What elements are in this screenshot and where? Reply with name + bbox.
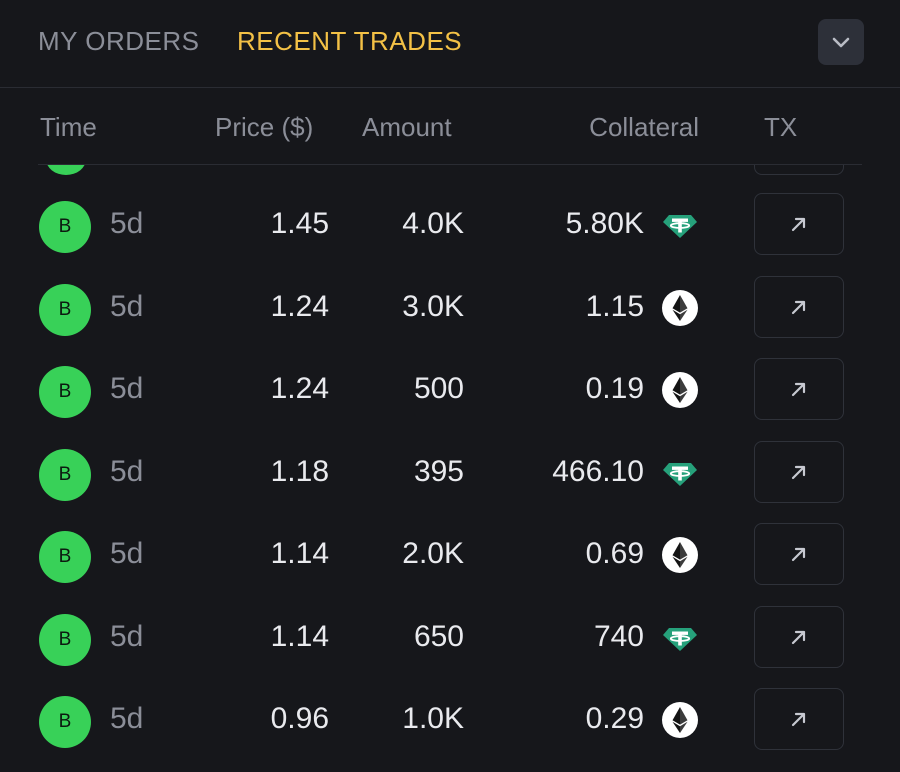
tx-link-button[interactable] bbox=[754, 523, 844, 585]
trade-time: 5d bbox=[110, 289, 144, 323]
trade-price: 1.14 bbox=[270, 537, 329, 570]
trade-collateral: 5.80K bbox=[565, 207, 644, 240]
trade-price: 1.24 bbox=[270, 289, 329, 323]
tab-recent-trades[interactable]: RECENT TRADES bbox=[237, 26, 463, 56]
column-header-time: Time bbox=[40, 112, 97, 142]
trade-price: 0.96 bbox=[270, 702, 329, 735]
buy-badge: B bbox=[39, 283, 91, 336]
column-header-amount: Amount bbox=[362, 112, 452, 142]
buy-badge: B bbox=[39, 366, 91, 418]
buy-badge: B bbox=[39, 531, 91, 583]
trade-time: 5d bbox=[110, 619, 144, 653]
external-link-icon bbox=[788, 626, 810, 648]
buy-badge: B bbox=[39, 448, 91, 501]
trade-time: 5d bbox=[110, 702, 144, 735]
external-link-icon bbox=[788, 461, 810, 483]
trade-row: B 5d 1.24 500 0.19 bbox=[0, 330, 900, 420]
table-header: Time Price ($) Amount Collateral TX bbox=[0, 88, 900, 164]
tab-my-orders[interactable]: MY ORDERS bbox=[38, 26, 200, 56]
column-header-price: Price ($) bbox=[215, 112, 314, 142]
tab-bar: MY ORDERS RECENT TRADES bbox=[0, 0, 900, 88]
trade-collateral: 0.69 bbox=[585, 537, 644, 570]
ethereum-icon bbox=[662, 537, 698, 573]
trade-price: 1.14 bbox=[270, 619, 329, 653]
trade-amount: 650 bbox=[413, 619, 464, 653]
trade-row: B 5d 1.24 3.0K 1.15 bbox=[0, 248, 900, 338]
trade-amount: 395 bbox=[413, 454, 464, 488]
trade-collateral: 740 bbox=[593, 619, 644, 653]
trade-time: 5d bbox=[110, 537, 144, 570]
trade-row: B 5d 1.45 4.0K 5.80K bbox=[0, 165, 900, 255]
column-header-tx: TX bbox=[764, 112, 798, 142]
trade-collateral: 1.15 bbox=[585, 289, 644, 323]
external-link-icon bbox=[788, 543, 810, 565]
tether-icon bbox=[662, 455, 698, 491]
trade-price: 1.24 bbox=[270, 372, 329, 405]
buy-badge: B bbox=[39, 696, 91, 748]
trade-time: 5d bbox=[110, 454, 144, 488]
external-link-icon bbox=[788, 378, 810, 400]
trade-amount: 1.0K bbox=[402, 702, 464, 735]
external-link-icon bbox=[788, 213, 810, 235]
trade-price: 1.45 bbox=[270, 207, 329, 240]
collapse-button[interactable] bbox=[818, 19, 864, 65]
tx-link-button[interactable] bbox=[754, 688, 844, 750]
chevron-down-icon bbox=[832, 37, 850, 48]
tether-icon bbox=[662, 207, 698, 243]
trade-amount: 3.0K bbox=[402, 289, 464, 323]
tx-link-button[interactable] bbox=[754, 605, 844, 668]
trade-collateral: 466.10 bbox=[552, 454, 644, 488]
trade-row: B 5d 1.14 2.0K 0.69 bbox=[0, 495, 900, 585]
trade-amount: 4.0K bbox=[402, 207, 464, 240]
ethereum-icon bbox=[662, 702, 698, 738]
buy-badge: B bbox=[39, 613, 91, 666]
external-link-icon bbox=[788, 296, 810, 318]
trade-row: B 5d 1.18 395 466.10 bbox=[0, 413, 900, 503]
trade-price: 1.18 bbox=[270, 454, 329, 488]
trade-collateral: 0.19 bbox=[585, 372, 644, 405]
trade-row: B 5d 1.14 650 740 bbox=[0, 578, 900, 668]
tx-link-button[interactable] bbox=[754, 193, 844, 255]
tx-link-button[interactable] bbox=[754, 275, 844, 338]
trades-list[interactable]: B 5d 1.45 4.0K 5.80K B 5d 1.24 3.0K 1.15 B 5d 1.24 50… bbox=[0, 165, 900, 772]
header-divider bbox=[38, 164, 862, 165]
trade-amount: 500 bbox=[413, 372, 464, 405]
ethereum-icon bbox=[662, 372, 698, 408]
external-link-icon bbox=[788, 708, 810, 730]
trade-amount: 2.0K bbox=[402, 537, 464, 570]
tx-link-button[interactable] bbox=[754, 358, 844, 420]
tx-link-button[interactable] bbox=[754, 440, 844, 503]
tether-icon bbox=[662, 620, 698, 656]
buy-badge-partial bbox=[46, 165, 86, 175]
buy-badge: B bbox=[39, 201, 91, 253]
trade-row: B 5d 0.96 1.0K 0.29 bbox=[0, 660, 900, 750]
trade-time: 5d bbox=[110, 207, 144, 240]
trade-time: 5d bbox=[110, 372, 144, 405]
ethereum-icon bbox=[662, 289, 698, 326]
column-header-collateral: Collateral bbox=[589, 112, 699, 142]
trade-collateral: 0.29 bbox=[585, 702, 644, 735]
